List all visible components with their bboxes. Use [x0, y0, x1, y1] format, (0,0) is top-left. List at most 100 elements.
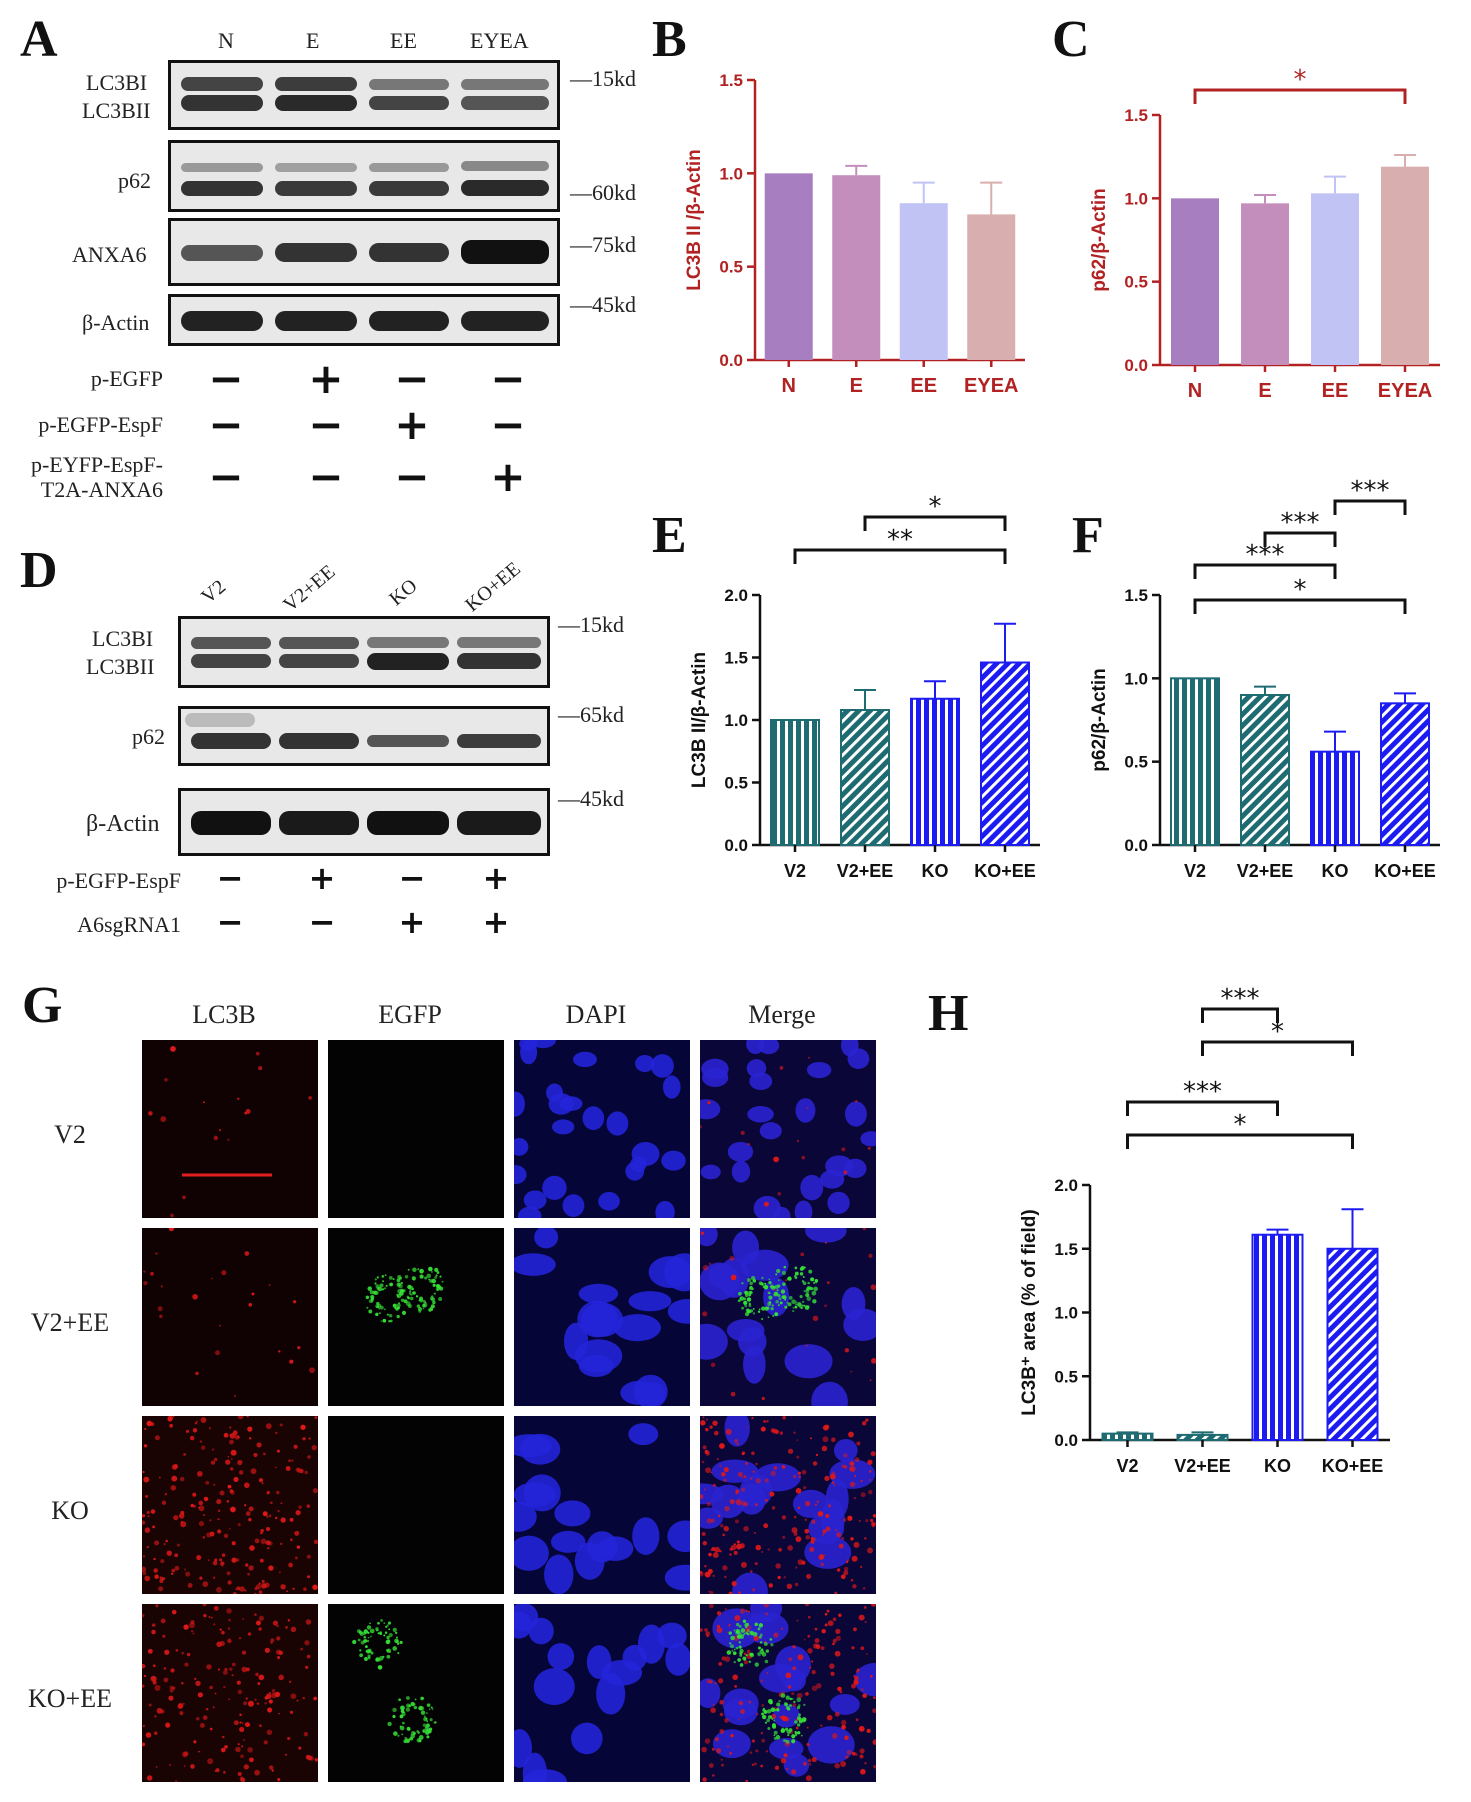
lc3b-puncta [254, 1769, 260, 1776]
lc3b-puncta [805, 1775, 812, 1782]
egfp-puncta [359, 1653, 363, 1658]
y-tick-label: 0.5 [724, 774, 748, 793]
egfp-puncta [369, 1290, 374, 1295]
egfp-puncta [774, 1291, 779, 1296]
egfp-puncta [776, 1702, 781, 1707]
egfp-puncta [803, 1703, 806, 1707]
lc3b-puncta [806, 1107, 809, 1110]
lc3b-puncta [721, 1656, 726, 1661]
egfp-puncta [411, 1276, 416, 1281]
lc3b-puncta [152, 1664, 156, 1668]
lc3b-puncta [147, 1515, 150, 1518]
lc3b-puncta [706, 1501, 711, 1506]
egfp-puncta [744, 1290, 749, 1295]
lc3b-puncta [160, 1285, 163, 1288]
x-tick-label: E [850, 375, 863, 397]
nucleus [547, 1643, 575, 1670]
lc3b-puncta [210, 1616, 213, 1619]
lc3b-puncta [209, 1519, 212, 1522]
egfp-puncta [801, 1719, 806, 1723]
egfp-puncta [439, 1275, 442, 1278]
egfp-puncta [405, 1707, 411, 1712]
dapi-image [514, 1604, 690, 1782]
lc3b-puncta [709, 1604, 714, 1609]
blot-strip-beta-actin [168, 294, 560, 346]
lc3b-puncta [706, 1679, 711, 1684]
egfp-puncta [407, 1304, 412, 1309]
egfp-puncta [426, 1735, 430, 1739]
lc3b-puncta [795, 1566, 798, 1569]
bar [1326, 1247, 1379, 1441]
lc3b-puncta [806, 1726, 809, 1729]
row-label-lc3bi: LC3BI [86, 70, 148, 95]
egfp-puncta [392, 1303, 397, 1308]
egfp-puncta [732, 1651, 737, 1656]
nucleus [759, 1122, 782, 1140]
lc3b-puncta [852, 1584, 857, 1589]
egfp-puncta [387, 1313, 390, 1316]
lc3b-puncta [214, 1350, 220, 1356]
lc3b-puncta [786, 1583, 793, 1590]
egfp-puncta [763, 1642, 768, 1647]
lc3b-puncta [227, 1638, 232, 1644]
egfp-puncta [416, 1304, 421, 1308]
nucleus [514, 1253, 556, 1276]
treatment-mark: − [394, 452, 430, 501]
egfp-puncta [784, 1305, 788, 1309]
lc3b-puncta [821, 1628, 826, 1634]
egfp-puncta [780, 1728, 786, 1733]
lc3b-puncta [738, 1718, 740, 1721]
lc3b-puncta [803, 1638, 806, 1641]
egfp-puncta [749, 1286, 754, 1291]
egfp-puncta [794, 1266, 798, 1270]
egfp-puncta [399, 1725, 405, 1731]
egfp-puncta [376, 1276, 379, 1279]
lc3b-puncta [830, 1671, 835, 1676]
row-label-p62: p62 [132, 724, 165, 749]
lc3b-puncta [248, 1437, 252, 1440]
lc3b-puncta [810, 1536, 815, 1541]
lc3b-puncta [771, 1428, 777, 1434]
lc3b-puncta [712, 1420, 718, 1426]
lc3b-puncta [756, 1713, 759, 1715]
lc3b-puncta [792, 1703, 797, 1707]
egfp-puncta [398, 1698, 402, 1702]
lc3b-puncta [850, 1370, 853, 1373]
egfp-puncta [401, 1310, 407, 1315]
egfp-puncta [787, 1734, 790, 1737]
lc3b-puncta [753, 1762, 758, 1766]
lc3b-puncta [230, 1506, 236, 1513]
lc3b-puncta [753, 1531, 757, 1535]
egfp-puncta [729, 1642, 732, 1645]
egfp-puncta [397, 1734, 400, 1737]
lc3b-puncta [285, 1753, 288, 1756]
egfp-puncta [803, 1304, 806, 1307]
bar [840, 709, 890, 846]
egfp-puncta [382, 1318, 387, 1323]
egfp-puncta [408, 1704, 412, 1708]
lane-label: E [306, 28, 320, 53]
lc3b-puncta [714, 1546, 720, 1553]
egfp-puncta [747, 1629, 750, 1632]
egfp-puncta [768, 1295, 773, 1300]
lc3b-puncta [865, 1519, 869, 1523]
row-label-lc3bi: LC3BI [92, 626, 154, 651]
lc3b-puncta [836, 1568, 841, 1572]
lc3b-puncta [237, 1416, 244, 1420]
lc3b-puncta [268, 1284, 271, 1286]
lc3b-puncta [145, 1732, 152, 1738]
nucleus [711, 1459, 759, 1483]
egfp-puncta [767, 1316, 770, 1319]
x-tick-label: KO+EE [1374, 861, 1436, 881]
lc3b-puncta [803, 1486, 807, 1490]
lc3b-puncta [750, 1570, 753, 1573]
treatment-label: p-EYFP-EspF- T2A-ANXA6 [30, 452, 163, 503]
lc3b-puncta [843, 1570, 849, 1576]
lc3b-puncta [258, 1590, 263, 1594]
lc3b-puncta [254, 1592, 257, 1594]
lc3b-puncta [237, 1743, 240, 1746]
lc3b-puncta [207, 1559, 210, 1562]
egfp-image [328, 1040, 504, 1218]
lc3b-puncta [811, 1660, 814, 1663]
lc3b-puncta [217, 1518, 220, 1521]
